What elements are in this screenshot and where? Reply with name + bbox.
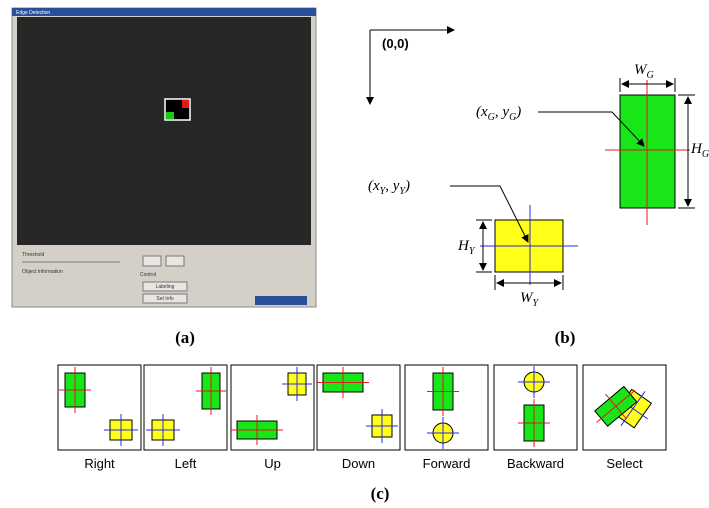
figure: Edge Detection Threshold Object Informat… — [0, 0, 709, 508]
gesture-panels: Right Left Up Down Forward Backward Select — [58, 365, 666, 471]
text-part: ) — [515, 104, 521, 120]
subscript: Y — [533, 298, 540, 309]
caption: (b) — [555, 328, 576, 347]
gesture-label: Left — [175, 456, 197, 471]
dim-label: HY — [457, 238, 476, 257]
subscript: G — [702, 149, 709, 160]
origin-label: (0,0) — [382, 36, 409, 51]
gesture-label: Backward — [507, 456, 564, 471]
object-red — [182, 100, 189, 108]
position-label: (xY, yY) — [368, 178, 410, 197]
gesture-panel — [144, 365, 227, 450]
control-label: Control — [140, 272, 156, 278]
subscript: Y — [469, 246, 476, 257]
dim-label: WG — [634, 62, 654, 81]
gesture-panel — [405, 365, 488, 450]
gesture-panel — [317, 365, 400, 450]
button-label[interactable]: Set Info — [156, 296, 173, 302]
object-info-label: Object Information — [22, 269, 63, 275]
text-part: (x — [476, 104, 488, 120]
subscript: G — [647, 70, 654, 81]
text-part: (x — [368, 178, 380, 194]
text-part: , y — [495, 104, 510, 120]
window-title: Edge Detection — [16, 10, 50, 16]
position-label: (xG, yG) — [476, 104, 521, 123]
dim-label: WY — [520, 290, 540, 309]
screenshot: Edge Detection Threshold Object Informat… — [12, 8, 316, 307]
threshold-label: Threshold — [22, 252, 44, 258]
title-bar — [12, 8, 316, 16]
gesture-panel — [583, 365, 666, 450]
text-part: , y — [385, 178, 400, 194]
gesture-label: Up — [264, 456, 281, 471]
gesture-label: Select — [606, 456, 643, 471]
gesture-label: Right — [84, 456, 115, 471]
text-part: ) — [404, 178, 410, 194]
object-green — [166, 112, 174, 119]
caption: (a) — [175, 328, 195, 347]
video — [17, 17, 311, 245]
subscript: G — [509, 112, 516, 123]
caption: (c) — [371, 484, 390, 503]
subscript: G — [488, 112, 495, 123]
gesture-panel — [231, 365, 314, 450]
gesture-panel — [58, 365, 141, 450]
button[interactable] — [143, 256, 161, 266]
gesture-label: Down — [342, 456, 375, 471]
gesture-panel — [494, 365, 577, 450]
button-label[interactable]: Labeling — [156, 284, 175, 290]
gesture-label: Forward — [423, 456, 471, 471]
button[interactable] — [166, 256, 184, 266]
logo — [255, 296, 307, 305]
dim-label: HG — [690, 141, 709, 160]
